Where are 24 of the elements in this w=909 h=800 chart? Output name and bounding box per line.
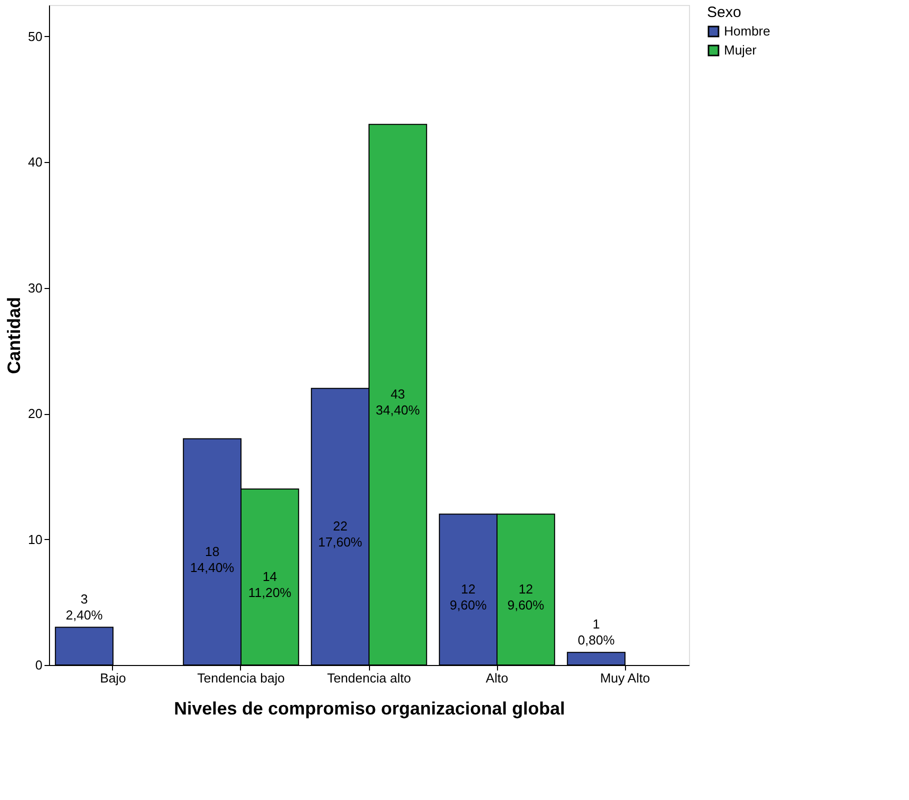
x-tick-label: Tendencia bajo: [197, 670, 285, 686]
y-tick-label: 0: [35, 658, 42, 672]
x-tick-label: Muy Alto: [600, 670, 650, 686]
legend-label: Hombre: [724, 24, 770, 38]
y-tick-label: 30: [28, 280, 42, 296]
y-tick-label: 20: [28, 406, 42, 422]
data-label: 3 2,40%: [66, 591, 104, 622]
y-tick-label: 40: [28, 154, 42, 170]
data-label: 18 14,40%: [190, 544, 235, 575]
data-label: 14 11,20%: [248, 569, 292, 600]
data-label: 22 17,60%: [318, 518, 363, 550]
y-tick-label: 50: [28, 28, 42, 44]
data-label: 1 0,80%: [578, 616, 616, 648]
legend-title: Sexo: [707, 4, 742, 21]
data-label: 43 34,40%: [376, 386, 420, 418]
x-tick-label: Bajo: [100, 670, 126, 686]
x-tick-label: Alto: [486, 670, 508, 686]
data-label: 12 9,60%: [450, 582, 488, 613]
x-axis-title: Niveles de compromiso organizacional global: [174, 698, 566, 718]
data-label: 12 9,60%: [507, 582, 545, 613]
legend-label: Mujer: [724, 42, 758, 58]
y-tick-label: 10: [28, 532, 42, 547]
y-axis-title: Cantidad: [4, 296, 24, 374]
x-tick-label: Tendencia alto: [327, 670, 411, 686]
